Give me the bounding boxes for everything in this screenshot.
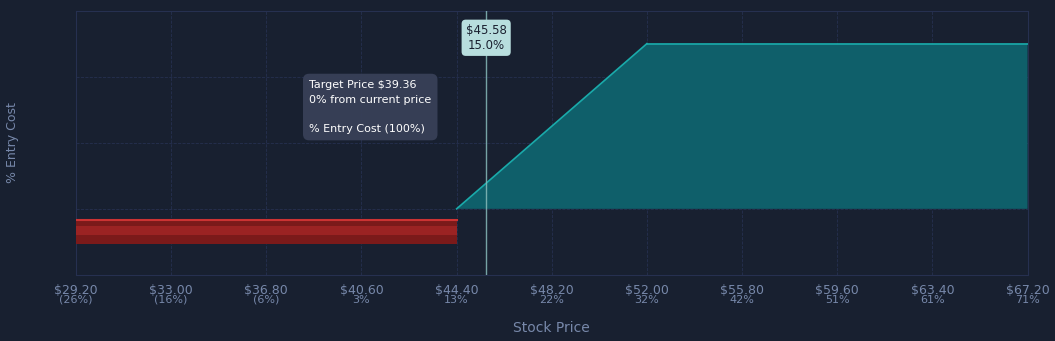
Text: 22%: 22% <box>539 295 564 305</box>
Text: $40.60: $40.60 <box>340 284 383 297</box>
Text: 32%: 32% <box>634 295 659 305</box>
Text: $44.40: $44.40 <box>435 284 478 297</box>
Text: $48.20: $48.20 <box>530 284 574 297</box>
Text: (16%): (16%) <box>154 295 188 305</box>
Text: (26%): (26%) <box>59 295 93 305</box>
Text: $59.60: $59.60 <box>816 284 859 297</box>
Text: 42%: 42% <box>730 295 754 305</box>
Text: 3%: 3% <box>352 295 370 305</box>
Text: $52.00: $52.00 <box>625 284 669 297</box>
Text: 71%: 71% <box>1015 295 1040 305</box>
Text: $36.80: $36.80 <box>245 284 288 297</box>
Polygon shape <box>457 44 1028 209</box>
Text: 13%: 13% <box>444 295 468 305</box>
Text: $67.20: $67.20 <box>1005 284 1050 297</box>
Text: Target Price $39.36
0% from current price

% Entry Cost (100%): Target Price $39.36 0% from current pric… <box>309 80 431 134</box>
Text: $33.00: $33.00 <box>149 284 193 297</box>
Y-axis label: % Entry Cost: % Entry Cost <box>5 102 19 183</box>
Text: 61%: 61% <box>920 295 944 305</box>
Text: $55.80: $55.80 <box>721 284 764 297</box>
Text: $29.20: $29.20 <box>54 284 98 297</box>
Text: 51%: 51% <box>825 295 849 305</box>
X-axis label: Stock Price: Stock Price <box>514 322 590 336</box>
Text: $45.58
15.0%: $45.58 15.0% <box>465 24 506 52</box>
Text: $63.40: $63.40 <box>910 284 954 297</box>
Text: (6%): (6%) <box>253 295 280 305</box>
